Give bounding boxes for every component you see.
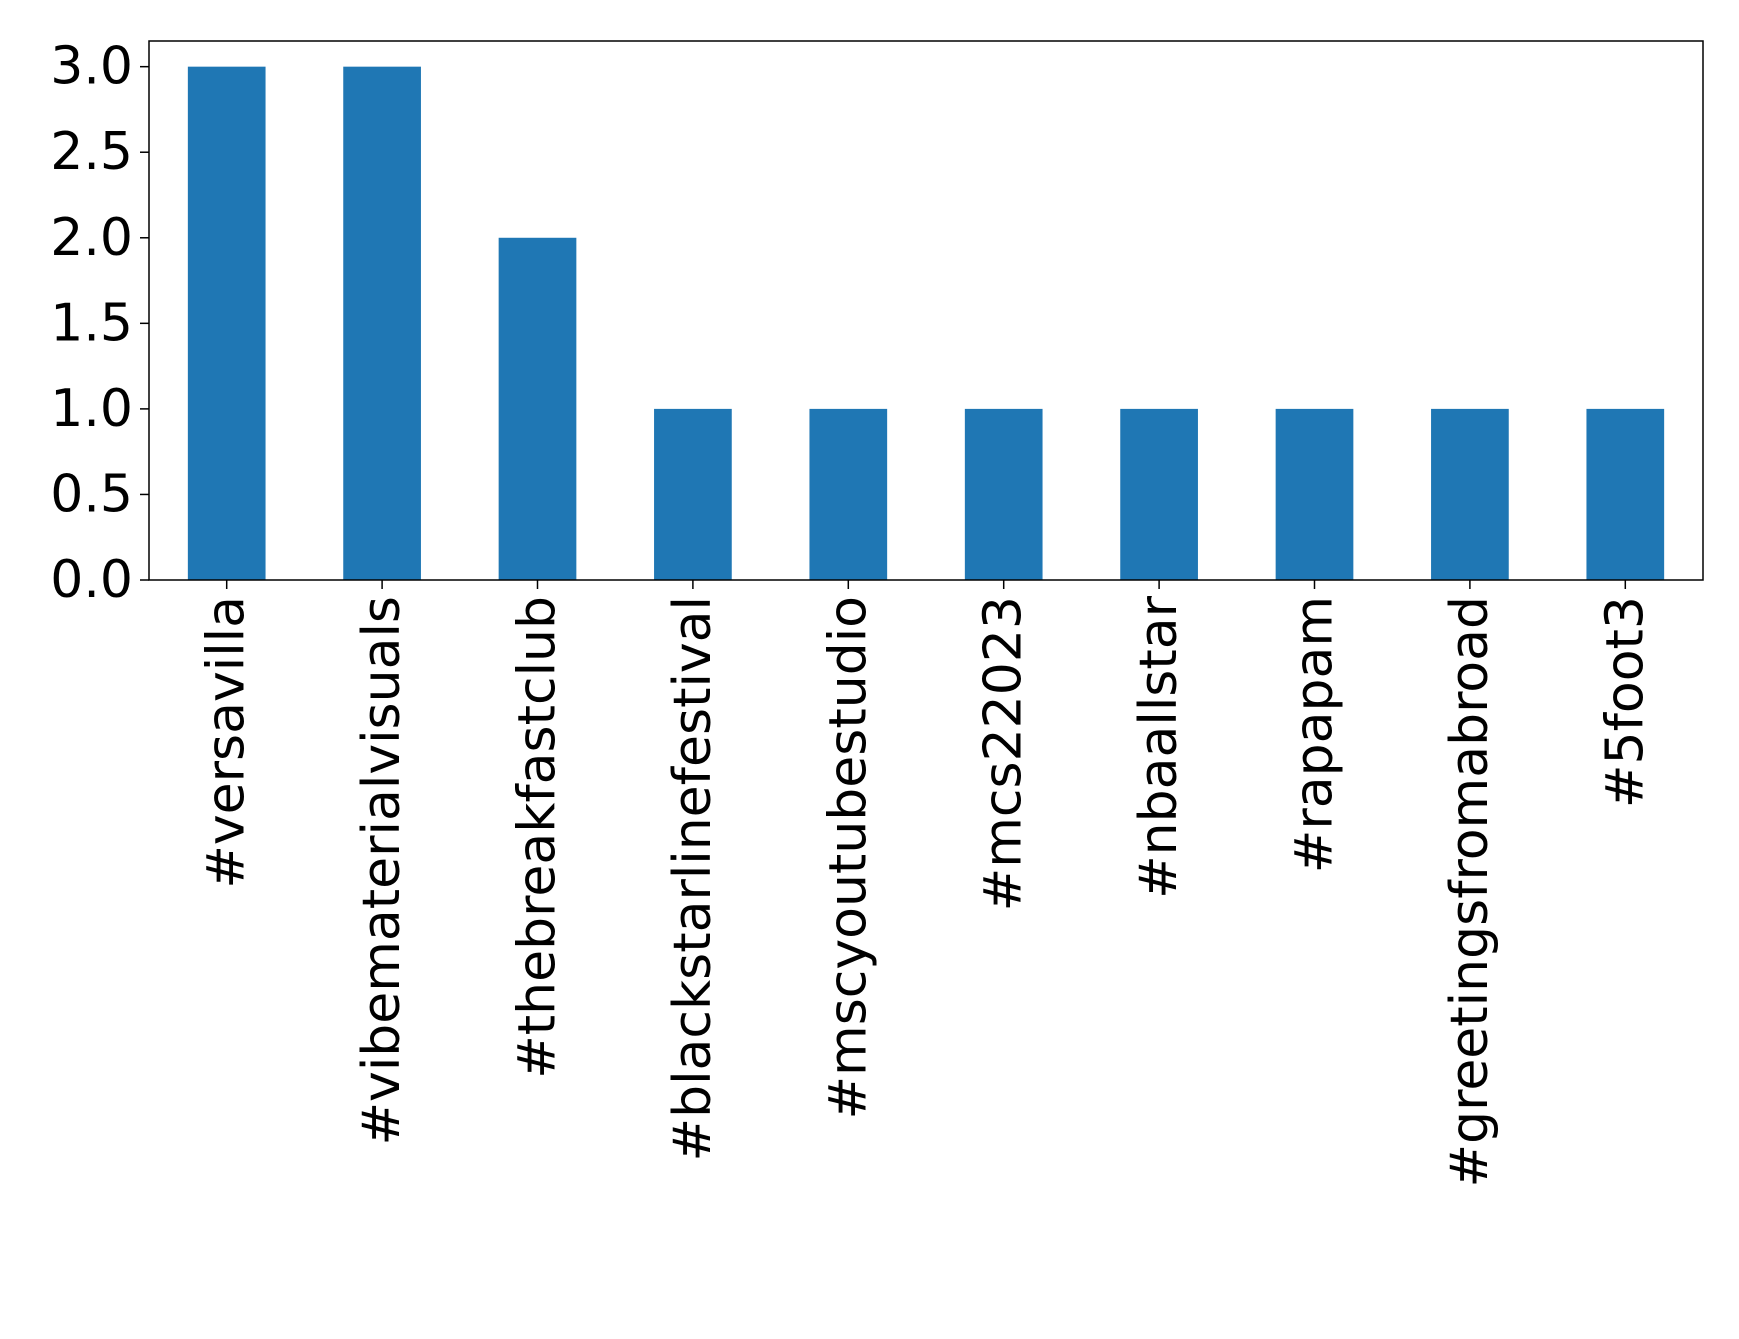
x-tick-label: #nbaallstar	[1129, 595, 1189, 899]
bar	[1586, 408, 1665, 580]
x-tick-label: #vibematerialvisuals	[352, 596, 412, 1146]
x-tick-label: #mcs22023	[974, 596, 1034, 911]
x-tick-label: #blackstarlinefestival	[663, 596, 723, 1161]
y-tick-label: 2.5	[50, 122, 133, 182]
bar	[187, 66, 266, 580]
y-tick-label: 2.0	[50, 208, 133, 268]
y-tick-label: 1.5	[50, 293, 133, 353]
y-axis: 0.0 0.5 1.0 1.5 2.0 2.5 3.0	[50, 37, 149, 610]
y-tick-label: 0.5	[50, 464, 133, 524]
bar	[964, 408, 1043, 580]
x-tick-label: #greetingsfromabroad	[1440, 596, 1500, 1188]
bars-layer	[187, 66, 1665, 580]
x-tick-label: #mscyoutubestudio	[818, 596, 878, 1120]
bar	[343, 66, 421, 580]
bar	[1431, 408, 1509, 580]
bar	[654, 408, 732, 580]
bar	[1275, 408, 1354, 580]
plot-frame	[148, 40, 1704, 581]
bar	[1120, 408, 1198, 580]
bar	[809, 408, 888, 580]
y-tick-label: 3.0	[50, 37, 133, 97]
x-axis: #versavilla #vibematerialvisuals #thebreak…	[197, 580, 1655, 1188]
x-tick-label: #thebreakfastclub	[508, 596, 568, 1079]
bar	[498, 237, 577, 580]
x-tick-label: #rapapam	[1285, 596, 1345, 873]
x-tick-label: #versavilla	[197, 596, 257, 889]
x-tick-label: #5foot3	[1595, 596, 1655, 808]
y-tick-label: 1.0	[50, 379, 133, 439]
y-tick-label: 0.0	[50, 550, 133, 610]
